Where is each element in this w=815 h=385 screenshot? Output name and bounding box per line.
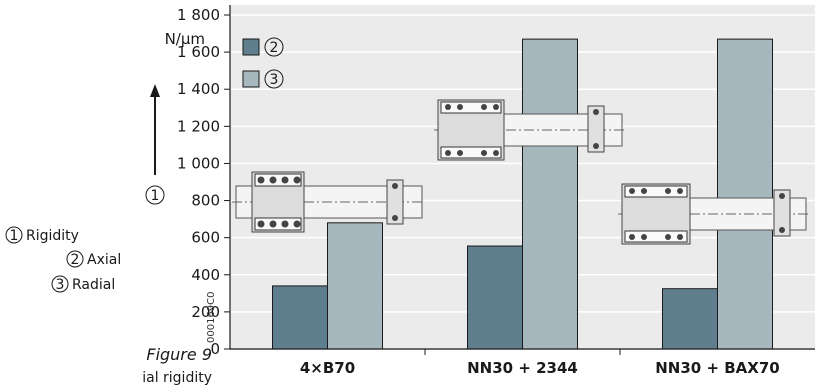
x-category-label: NN30 + BAX70 bbox=[655, 359, 779, 377]
svg-text:1: 1 bbox=[151, 188, 160, 204]
side-legend-symbol-1: 1 bbox=[10, 228, 19, 244]
figure-code: 000169C0 bbox=[206, 291, 217, 343]
y-tick-labels: 0 200 400 600 800 1 000 1 200 1 400 1 600 1 800 bbox=[177, 6, 220, 358]
bar-axial-1 bbox=[467, 245, 523, 350]
side-legend-rigidity: Rigidity bbox=[26, 228, 79, 244]
side-legend-radial: Radial bbox=[72, 277, 115, 293]
bar-axial-0 bbox=[272, 285, 328, 350]
figure-label: Figure 9 bbox=[146, 345, 212, 364]
legend-label-3: 3 bbox=[270, 72, 279, 88]
y-tick-label: 800 bbox=[191, 192, 220, 210]
axes bbox=[224, 5, 815, 355]
bearing-illustration-nn30-2344 bbox=[434, 99, 626, 161]
x-category-labels: 4×B70 NN30 + 2344 NN30 + BAX70 bbox=[300, 359, 780, 377]
legend-label-2: 2 bbox=[270, 40, 279, 56]
y-tick-label: 1 000 bbox=[177, 154, 220, 172]
side-legend-axial: Axial bbox=[87, 252, 121, 268]
legend: 2 3 bbox=[242, 37, 284, 89]
bar-axial-2 bbox=[662, 288, 718, 350]
y-tick-label: 1 200 bbox=[177, 117, 220, 135]
y-tick-label: 1 600 bbox=[177, 43, 220, 61]
legend-swatch-3 bbox=[242, 70, 260, 88]
y-tick-label: 0 bbox=[210, 340, 220, 358]
bar-radial-0 bbox=[327, 222, 383, 350]
x-category-label: 4×B70 bbox=[300, 359, 355, 377]
y-tick-label: 400 bbox=[191, 266, 220, 284]
y-tick-label: 200 bbox=[191, 303, 220, 321]
bearing-illustration-nn30-bax70 bbox=[618, 183, 810, 245]
bearing-illustration-4xb70 bbox=[232, 171, 424, 233]
y-tick-label: 600 bbox=[191, 229, 220, 247]
y-tick-label: 1 400 bbox=[177, 80, 220, 98]
y-axis-arrow bbox=[150, 84, 160, 175]
figure-caption: ial rigidity bbox=[142, 370, 212, 385]
x-category-label: NN30 + 2344 bbox=[467, 359, 578, 377]
bar-radial-2 bbox=[717, 38, 773, 350]
bar-radial-1 bbox=[522, 38, 578, 350]
y-axis-symbol: 1 bbox=[145, 185, 165, 205]
side-legend-symbol-3: 3 bbox=[56, 277, 65, 293]
legend-swatch-2 bbox=[242, 38, 260, 56]
y-axis-unit: N/µm bbox=[165, 30, 205, 48]
side-legend-symbol-2: 2 bbox=[71, 252, 80, 268]
y-tick-label: 1 800 bbox=[177, 6, 220, 24]
side-legend: 1 Rigidity 2 Axial 3 Radial bbox=[5, 226, 121, 293]
bars-layer bbox=[272, 38, 773, 350]
